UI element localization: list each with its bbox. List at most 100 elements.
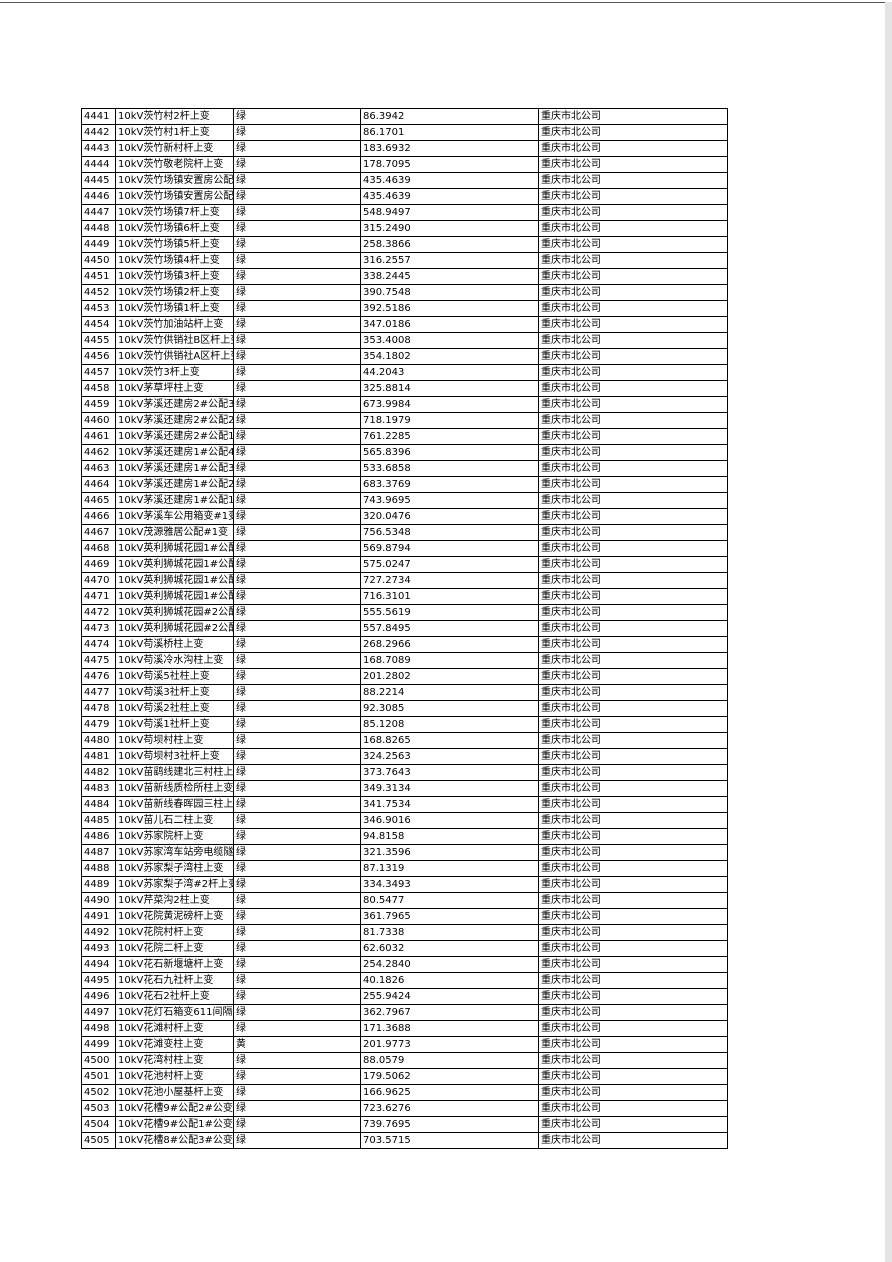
row-id: 4442 (81, 124, 116, 141)
company: 重庆市北公司 (538, 172, 728, 189)
table-row: 4493 10kV花院二杆上变绿 62.6032 重庆市北公司 (81, 940, 728, 957)
table-row: 4477 10kV苟溪3社杆上变绿 88.2214 重庆市北公司 (81, 684, 728, 701)
capacity: 171.3688 (360, 1020, 539, 1037)
row-id: 4492 (81, 924, 116, 941)
station-name: 10kV英利狮城花园#2公配 (115, 604, 234, 621)
row-id: 4504 (81, 1116, 116, 1133)
table-row: 4494 10kV花石新堰塘杆上变绿 254.2840 重庆市北公司 (81, 956, 728, 973)
station-name: 10kV茨竹供销社B区杆上变 (115, 332, 234, 349)
row-id: 4502 (81, 1084, 116, 1101)
station-name: 10kV茨竹供销社A区杆上变 (115, 348, 234, 365)
company: 重庆市北公司 (538, 876, 728, 893)
station-name: 10kV花滩村杆上变 (115, 1020, 234, 1037)
company: 重庆市北公司 (538, 732, 728, 749)
company: 重庆市北公司 (538, 380, 728, 397)
capacity: 324.2563 (360, 748, 539, 765)
company: 重庆市北公司 (538, 956, 728, 973)
company: 重庆市北公司 (538, 204, 728, 221)
table-row: 4498 10kV花滩村杆上变绿 171.3688 重庆市北公司 (81, 1020, 728, 1037)
company: 重庆市北公司 (538, 556, 728, 573)
status: 绿 (233, 796, 361, 813)
capacity: 80.5477 (360, 892, 539, 909)
capacity: 254.2840 (360, 956, 539, 973)
company: 重庆市北公司 (538, 652, 728, 669)
row-id: 4470 (81, 572, 116, 589)
station-name: 10kV茅溪还建房2#公配3 (115, 396, 234, 413)
table-row: 4469 10kV英利狮城花园1#公配绿 575.0247 重庆市北公司 (81, 556, 728, 573)
station-name: 10kV苗新线质检所柱上变 (115, 780, 234, 797)
capacity: 166.9625 (360, 1084, 539, 1101)
company: 重庆市北公司 (538, 124, 728, 141)
status: 绿 (233, 204, 361, 221)
status: 绿 (233, 604, 361, 621)
table-row: 4445 10kV茨竹场镇安置房公配绿 435.4639 重庆市北公司 (81, 172, 728, 189)
row-id: 4496 (81, 988, 116, 1005)
status: 绿 (233, 540, 361, 557)
table-row: 4497 10kV花灯石箱变611间隔绿 362.7967 重庆市北公司 (81, 1004, 728, 1021)
row-id: 4485 (81, 812, 116, 829)
status: 绿 (233, 236, 361, 253)
capacity: 62.6032 (360, 940, 539, 957)
station-name: 10kV茨竹场镇7杆上变 (115, 204, 234, 221)
top-rule (0, 0, 892, 3)
status: 绿 (233, 556, 361, 573)
capacity: 569.8794 (360, 540, 539, 557)
row-id: 4483 (81, 780, 116, 797)
station-name: 10kV茨竹敬老院杆上变 (115, 156, 234, 173)
station-name: 10kV苗新线春晖园三柱上变 (115, 796, 234, 813)
status: 绿 (233, 700, 361, 717)
table-row: 4461 10kV茅溪还建房2#公配1 绿 761.2285 重庆市北公司 (81, 428, 728, 445)
status: 绿 (233, 988, 361, 1005)
capacity: 334.3493 (360, 876, 539, 893)
table-row: 4443 10kV茨竹新村杆上变绿 183.6932 重庆市北公司 (81, 140, 728, 157)
status: 绿 (233, 268, 361, 285)
row-id: 4474 (81, 636, 116, 653)
capacity: 716.3101 (360, 588, 539, 605)
row-id: 4499 (81, 1036, 116, 1053)
table-row: 4454 10kV茨竹加油站杆上变绿 347.0186 重庆市北公司 (81, 316, 728, 333)
station-name: 10kV茅溪还建房1#公配3 (115, 460, 234, 477)
company: 重庆市北公司 (538, 156, 728, 173)
company: 重庆市北公司 (538, 540, 728, 557)
table-row: 4452 10kV茨竹场镇2杆上变绿 390.7548 重庆市北公司 (81, 284, 728, 301)
row-id: 4444 (81, 156, 116, 173)
status: 绿 (233, 476, 361, 493)
station-name: 10kV苟溪冷水沟柱上变 (115, 652, 234, 669)
station-name: 10kV茨竹场镇2杆上变 (115, 284, 234, 301)
table-row: 4465 10kV茅溪还建房1#公配1 绿 743.9695 重庆市北公司 (81, 492, 728, 509)
status: 绿 (233, 396, 361, 413)
row-id: 4503 (81, 1100, 116, 1117)
company: 重庆市北公司 (538, 908, 728, 925)
station-name: 10kV英利狮城花园1#公配 (115, 556, 234, 573)
row-id: 4484 (81, 796, 116, 813)
table-row: 4496 10kV花石2社杆上变绿 255.9424 重庆市北公司 (81, 988, 728, 1005)
station-name: 10kV茅溪还建房2#公配1 (115, 428, 234, 445)
station-name: 10kV苟溪5社柱上变 (115, 668, 234, 685)
capacity: 320.0476 (360, 508, 539, 525)
table-row: 4495 10kV花石九社杆上变绿 40.1826 重庆市北公司 (81, 972, 728, 989)
status: 绿 (233, 812, 361, 829)
row-id: 4461 (81, 428, 116, 445)
row-id: 4498 (81, 1020, 116, 1037)
station-name: 10kV英利狮城花园1#公配 (115, 540, 234, 557)
table-row: 4504 10kV花槽9#公配1#公变绿 739.7695 重庆市北公司 (81, 1116, 728, 1133)
status: 绿 (233, 828, 361, 845)
table-row: 4488 10kV苏家梨子湾柱上变绿 87.1319 重庆市北公司 (81, 860, 728, 877)
station-name: 10kV苟溪1社杆上变 (115, 716, 234, 733)
station-name: 10kV茨竹场镇4杆上变 (115, 252, 234, 269)
capacity: 40.1826 (360, 972, 539, 989)
status: 绿 (233, 716, 361, 733)
row-id: 4451 (81, 268, 116, 285)
table-row: 4503 10kV花槽9#公配2#公变绿 723.6276 重庆市北公司 (81, 1100, 728, 1117)
status: 绿 (233, 1116, 361, 1133)
row-id: 4453 (81, 300, 116, 317)
company: 重庆市北公司 (538, 1068, 728, 1085)
company: 重庆市北公司 (538, 476, 728, 493)
row-id: 4500 (81, 1052, 116, 1069)
company: 重庆市北公司 (538, 860, 728, 877)
status: 绿 (233, 940, 361, 957)
row-id: 4479 (81, 716, 116, 733)
capacity: 88.0579 (360, 1052, 539, 1069)
row-id: 4480 (81, 732, 116, 749)
